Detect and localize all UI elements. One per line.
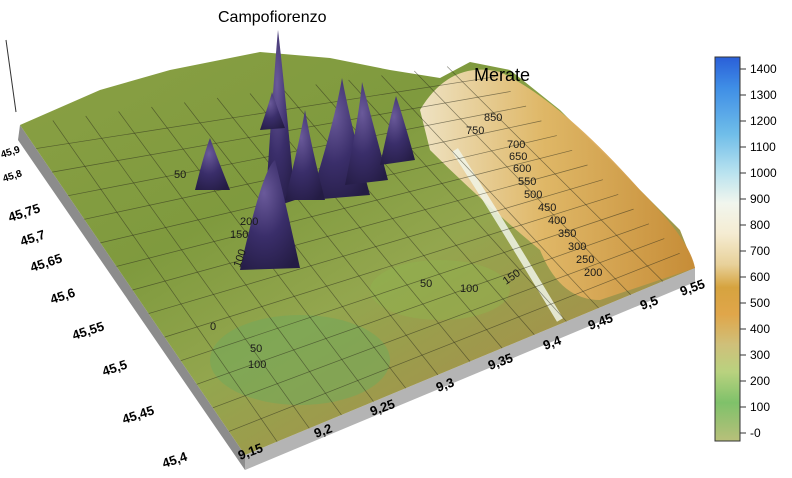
grid-line — [446, 66, 664, 282]
lowland-green — [210, 315, 390, 405]
grid-line — [164, 194, 619, 338]
grid-line — [414, 70, 631, 295]
lat-tick: 45,6 — [48, 285, 77, 307]
contour-label: 150 — [230, 229, 248, 241]
contour-label: 100 — [460, 283, 478, 295]
lat-tick: 45,5 — [100, 357, 129, 379]
grid-line — [212, 238, 665, 409]
peaks — [195, 30, 415, 270]
contour-label: 300 — [568, 241, 586, 253]
colorbar-tick-label: 1000 — [750, 166, 777, 180]
contour-label: 50 — [250, 343, 262, 355]
contour-label: 50 — [174, 169, 186, 181]
lon-tick: 9,5 — [638, 293, 660, 313]
colorbar-tick-label: 1100 — [750, 140, 776, 154]
colorbar-tick-label: -0 — [750, 426, 761, 440]
colorbar-tick-label: 1200 — [750, 114, 777, 128]
lowland-green-2 — [370, 260, 510, 320]
contour-label: 450 — [538, 202, 556, 214]
colorbar-tick-label: 1400 — [750, 62, 777, 76]
lat-tick: 45,65 — [28, 251, 64, 275]
place-label-merate: Merate — [474, 65, 530, 85]
colorbar-ticks: 1400 1300 1200 1100 1000 900 800 700 600 500 400 30… — [740, 62, 777, 440]
contour-label: 200 — [584, 267, 602, 279]
grid-line — [381, 75, 599, 309]
peak-8 — [260, 92, 285, 130]
colorbar-tick-label: 400 — [750, 322, 770, 336]
contour-label: 50 — [420, 278, 432, 290]
peak-2 — [240, 160, 300, 270]
peak-4 — [345, 82, 388, 185]
grid-line — [148, 179, 603, 314]
place-label-campofiorenzo: Campofiorenzo — [218, 9, 327, 26]
contour-label: 500 — [524, 189, 542, 201]
vertical-axis-stub — [5, 39, 17, 113]
colorbar-tick-label: 700 — [750, 244, 770, 258]
terrain-base-left — [18, 125, 245, 470]
contour-label: 550 — [518, 176, 536, 188]
contour-label: 650 — [509, 151, 527, 163]
colorbar-tick-label: 800 — [750, 218, 770, 232]
contour-label: 700 — [507, 139, 525, 151]
peak-5 — [380, 96, 415, 165]
contour-label: 100 — [232, 248, 250, 269]
colorbar-tick-label: 1300 — [750, 88, 777, 102]
lat-tick: 45,8 — [2, 168, 24, 185]
lon-tick: 9,2 — [312, 421, 334, 441]
colorbar-tick-label: 500 — [750, 296, 770, 310]
grid-line — [228, 252, 680, 432]
hill-ridge — [452, 148, 564, 322]
contour-label: 200 — [240, 216, 258, 228]
contour-label: 250 — [576, 254, 594, 266]
lon-tick: 9,4 — [541, 332, 564, 353]
colorbar-tick-label: 100 — [750, 400, 770, 414]
lat-tick: 45,4 — [160, 449, 189, 471]
lat-tick: 45,75 — [6, 201, 42, 225]
grid-line — [180, 208, 634, 362]
colorbar: 1400 1300 1200 1100 1000 900 800 700 600 500 400 30… — [714, 56, 777, 442]
grid-line — [132, 164, 588, 291]
lat-tick: 45,55 — [70, 319, 106, 343]
contour-label: 100 — [248, 359, 266, 371]
lon-tick: 9,3 — [434, 375, 456, 395]
contour-label: 750 — [466, 125, 484, 137]
colorbar-tick-label: 200 — [750, 374, 770, 388]
contour-label: 400 — [548, 215, 566, 227]
lat-tick: 45,7 — [18, 227, 47, 249]
colorbar-tick-label: 300 — [750, 348, 770, 362]
merate-hill — [420, 69, 695, 300]
lat-tick: 45,45 — [120, 403, 156, 427]
terrain-base-front — [245, 268, 695, 470]
peak-7 — [285, 110, 325, 200]
contour-label: 850 — [484, 112, 502, 124]
colorbar-tick-label: 900 — [750, 192, 770, 206]
grid-line — [196, 223, 650, 385]
contour-label: 0 — [210, 321, 216, 333]
contour-label: 350 — [558, 228, 576, 240]
colorbar-ramp — [714, 56, 741, 442]
grid-line — [348, 79, 567, 322]
grid-line — [282, 88, 503, 349]
contour-label: 600 — [513, 163, 531, 175]
peak-6 — [195, 138, 230, 190]
colorbar-tick-label: 600 — [750, 270, 770, 284]
lat-tick: 45,9 — [0, 144, 22, 161]
